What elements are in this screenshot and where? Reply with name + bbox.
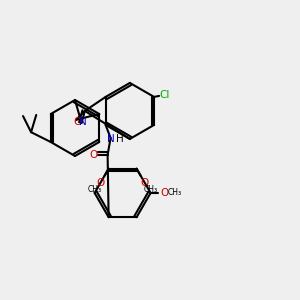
Text: N: N (107, 134, 115, 144)
Text: O: O (160, 188, 169, 198)
Text: O: O (73, 117, 81, 127)
Text: O: O (97, 178, 105, 188)
Text: CH₃: CH₃ (143, 185, 157, 194)
Text: O: O (140, 178, 149, 188)
Text: O: O (89, 150, 98, 160)
Text: CH₃: CH₃ (88, 185, 102, 194)
Text: Cl: Cl (159, 90, 169, 100)
Text: H: H (116, 134, 124, 144)
Text: N: N (79, 117, 86, 127)
Text: CH₃: CH₃ (167, 188, 182, 197)
